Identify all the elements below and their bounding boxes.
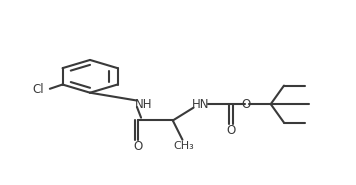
Text: O: O <box>134 140 143 153</box>
Text: O: O <box>241 98 251 111</box>
Text: O: O <box>226 124 236 137</box>
Text: HN: HN <box>192 98 209 111</box>
Text: CH₃: CH₃ <box>173 141 194 151</box>
Text: NH: NH <box>135 98 153 111</box>
Text: Cl: Cl <box>33 83 44 96</box>
